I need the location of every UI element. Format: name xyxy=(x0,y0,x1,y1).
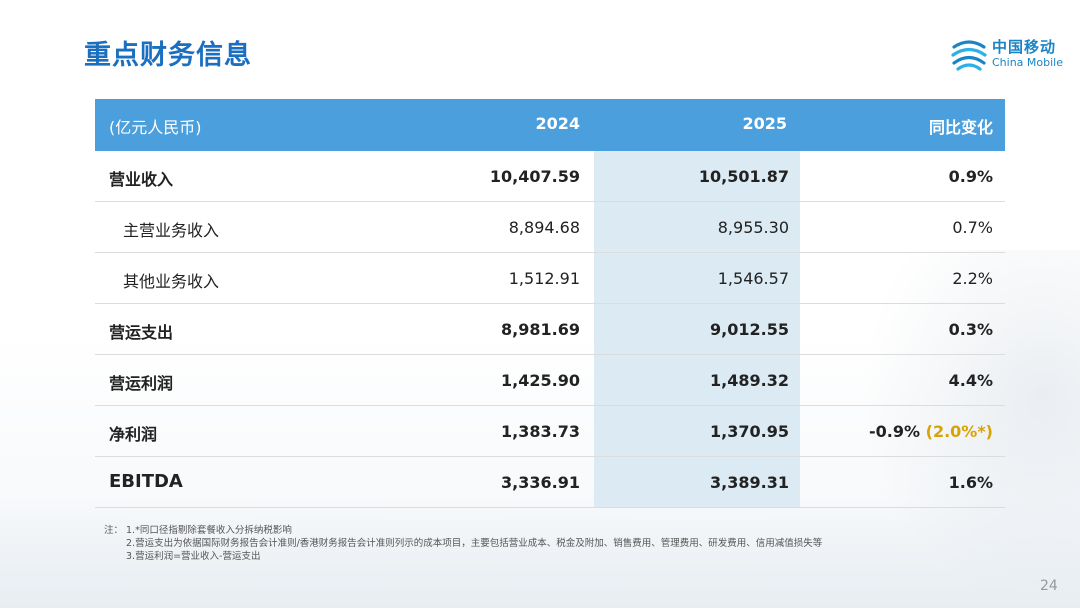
row-label: 其他业务收入 xyxy=(123,272,220,291)
cell-2025: 1,489.32 xyxy=(710,371,789,390)
cell-change: 4.4% xyxy=(948,371,993,390)
page-title: 重点财务信息 xyxy=(84,40,252,71)
header-change: 同比变化 xyxy=(928,118,993,137)
table-row: 其他业务收入 1,512.91 1,546.57 2.2% xyxy=(95,253,1005,304)
table-row: 营运利润 1,425.90 1,489.32 4.4% xyxy=(95,355,1005,406)
logo-text-cn: 中国移动 xyxy=(992,38,1057,56)
cell-2025: 8,955.30 xyxy=(717,218,789,237)
cell-2025: 1,370.95 xyxy=(710,422,789,441)
cell-change-note: (2.0%*) xyxy=(925,422,993,441)
row-label: 营运利润 xyxy=(109,374,174,393)
cell-2024: 1,383.73 xyxy=(501,422,580,441)
footnote-text: 3.营运利润=营业收入-营运支出 xyxy=(126,551,261,562)
cell-2025: 3,389.31 xyxy=(710,473,789,492)
row-label: EBITDA xyxy=(109,471,183,492)
row-label: 营业收入 xyxy=(109,170,174,189)
cell-2024: 8,981.69 xyxy=(501,320,580,339)
footnote: 2.营运支出为依据国际财务报告会计准则/香港财务报告会计准则列示的成本项目，主要… xyxy=(104,537,822,550)
header-2025: 2025 xyxy=(742,114,787,133)
cell-2025: 10,501.87 xyxy=(698,167,789,186)
table-header: (亿元人民币) 2024 2025 同比变化 xyxy=(95,99,1005,151)
cell-change: -0.9% (2.0%*) xyxy=(869,422,993,441)
highlight-column-2025 xyxy=(594,151,800,507)
cell-change: 0.7% xyxy=(952,218,993,237)
cell-2025: 1,546.57 xyxy=(717,269,789,288)
financial-table: (亿元人民币) 2024 2025 同比变化 营业收入 10,407.59 10… xyxy=(95,99,1005,508)
page-number: 24 xyxy=(1040,578,1058,594)
table-row: 净利润 1,383.73 1,370.95 -0.9% (2.0%*) xyxy=(95,406,1005,457)
table-row: 营业收入 10,407.59 10,501.87 0.9% xyxy=(95,151,1005,202)
china-mobile-logo: 中国移动 China Mobile xyxy=(950,36,1070,76)
row-label: 营运支出 xyxy=(109,323,174,342)
cell-2025: 9,012.55 xyxy=(710,320,789,339)
footnote: 3.营运利润=营业收入-营运支出 xyxy=(104,550,822,563)
cell-2024: 1,425.90 xyxy=(501,371,580,390)
table-row: EBITDA 3,336.91 3,389.31 1.6% xyxy=(95,457,1005,508)
footnote-prefix: 注： xyxy=(104,525,124,536)
cell-change: 1.6% xyxy=(948,473,993,492)
cell-change: 2.2% xyxy=(952,269,993,288)
cell-2024: 1,512.91 xyxy=(508,269,580,288)
footnote: 注： 1.*同口径指剔除套餐收入分拆纳税影响 xyxy=(104,524,822,537)
table-row: 营运支出 8,981.69 9,012.55 0.3% xyxy=(95,304,1005,355)
china-mobile-logo-icon xyxy=(951,40,987,71)
background-decoration-bottom xyxy=(0,498,1080,608)
row-label: 主营业务收入 xyxy=(123,221,220,240)
footnote-text: 1.*同口径指剔除套餐收入分拆纳税影响 xyxy=(126,525,292,536)
footnotes: 注： 1.*同口径指剔除套餐收入分拆纳税影响 2.营运支出为依据国际财务报告会计准… xyxy=(104,524,822,563)
cell-2024: 8,894.68 xyxy=(508,218,580,237)
header-2024: 2024 xyxy=(535,114,580,133)
footnote-text: 2.营运支出为依据国际财务报告会计准则/香港财务报告会计准则列示的成本项目，主要… xyxy=(126,538,823,549)
logo-text-en: China Mobile xyxy=(992,56,1064,69)
cell-change: 0.3% xyxy=(948,320,993,339)
row-label: 净利润 xyxy=(109,425,158,444)
table-row: 主营业务收入 8,894.68 8,955.30 0.7% xyxy=(95,202,1005,253)
cell-2024: 10,407.59 xyxy=(489,167,580,186)
header-unit: (亿元人民币) xyxy=(109,118,202,137)
cell-change: 0.9% xyxy=(948,167,993,186)
cell-change-value: -0.9% xyxy=(869,422,921,441)
cell-2024: 3,336.91 xyxy=(501,473,580,492)
